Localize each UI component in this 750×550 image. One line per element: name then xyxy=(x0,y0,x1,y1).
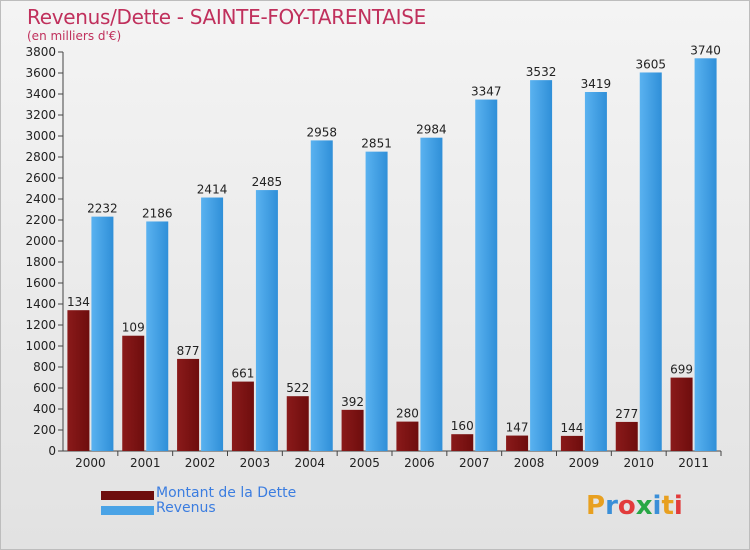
y-tick-label: 2800 xyxy=(25,150,56,164)
bar-revenue xyxy=(420,137,443,451)
bar-debt xyxy=(615,421,638,451)
bar-debt xyxy=(506,435,529,451)
y-tick-label: 1200 xyxy=(25,318,56,332)
data-label-revenue: 2232 xyxy=(87,202,118,216)
bar-debt xyxy=(396,421,419,451)
legend-label-revenue: Revenus xyxy=(156,500,216,516)
logo-letter: r xyxy=(605,491,618,521)
y-tick-label: 1400 xyxy=(25,297,56,311)
x-tick-label: 2007 xyxy=(459,456,490,470)
data-label-revenue: 3347 xyxy=(471,85,502,99)
data-label-revenue: 2984 xyxy=(416,123,447,137)
bar-revenue xyxy=(365,151,388,451)
data-label-debt: 392 xyxy=(341,395,364,409)
bar-revenue xyxy=(310,140,333,451)
data-label-revenue: 2186 xyxy=(142,206,173,220)
bar-debt xyxy=(122,335,145,451)
bar-debt xyxy=(177,358,200,451)
y-tick-label: 2000 xyxy=(25,234,56,248)
x-tick-label: 2011 xyxy=(678,456,709,470)
x-tick-label: 2004 xyxy=(294,456,325,470)
logo-letter: t xyxy=(661,491,674,521)
y-tick-label: 1800 xyxy=(25,255,56,269)
y-tick-label: 2600 xyxy=(25,171,56,185)
x-tick-label: 2006 xyxy=(404,456,435,470)
chart-subtitle: (en milliers d'€) xyxy=(27,29,122,43)
x-tick-label: 2003 xyxy=(240,456,271,470)
x-tick-label: 2008 xyxy=(514,456,545,470)
x-tick-label: 2002 xyxy=(185,456,216,470)
y-tick-label: 0 xyxy=(48,444,56,458)
y-tick-label: 600 xyxy=(33,381,56,395)
y-tick-label: 2200 xyxy=(25,213,56,227)
data-label-debt: 160 xyxy=(451,419,474,433)
data-label-debt: 522 xyxy=(286,381,309,395)
bar-revenue xyxy=(146,221,169,451)
logo-letter: P xyxy=(586,491,606,521)
proxiti-logo: Proxiti xyxy=(586,491,683,521)
x-tick-label: 2000 xyxy=(75,456,106,470)
logo-letter: o xyxy=(617,491,636,521)
y-tick-label: 3200 xyxy=(25,108,56,122)
y-tick-label: 1600 xyxy=(25,276,56,290)
y-tick-label: 3400 xyxy=(25,87,56,101)
logo-letter: x xyxy=(635,491,653,521)
x-tick-label: 2001 xyxy=(130,456,161,470)
bar-revenue xyxy=(530,80,553,451)
y-tick-label: 800 xyxy=(33,360,56,374)
data-label-revenue: 3740 xyxy=(690,43,721,57)
data-label-revenue: 2485 xyxy=(252,175,283,189)
chart-title: Revenus/Dette - SAINTE-FOY-TARENTAISE xyxy=(27,5,426,29)
data-label-revenue: 3419 xyxy=(581,77,612,91)
bar-debt xyxy=(451,434,474,451)
data-label-debt: 661 xyxy=(231,367,254,381)
x-tick-label: 2005 xyxy=(349,456,380,470)
bar-debt xyxy=(670,377,693,451)
data-label-revenue: 2958 xyxy=(306,125,337,139)
data-label-debt: 134 xyxy=(67,295,90,309)
y-tick-label: 3800 xyxy=(25,45,56,59)
data-label-debt: 877 xyxy=(177,344,200,358)
bar-revenue xyxy=(639,72,662,451)
bar-revenue xyxy=(91,216,114,451)
bar-revenue xyxy=(584,92,607,451)
y-tick-label: 400 xyxy=(33,402,56,416)
data-label-debt: 109 xyxy=(122,321,145,335)
bar-revenue xyxy=(255,190,278,451)
logo-letter: i xyxy=(652,491,662,521)
bar-debt xyxy=(67,310,90,451)
y-tick-label: 200 xyxy=(33,423,56,437)
bar-debt xyxy=(560,435,583,451)
bar-revenue xyxy=(694,58,717,452)
data-label-revenue: 2414 xyxy=(197,183,228,197)
y-tick-label: 1000 xyxy=(25,339,56,353)
legend-swatch-debt xyxy=(101,491,154,500)
data-label-debt: 280 xyxy=(396,407,419,421)
bar-debt xyxy=(231,381,254,451)
bar-debt xyxy=(341,409,364,451)
data-label-revenue: 3605 xyxy=(635,57,666,71)
x-tick-label: 2009 xyxy=(569,456,600,470)
y-tick-label: 3000 xyxy=(25,129,56,143)
legend-swatch-revenue xyxy=(101,506,154,515)
data-label-debt: 277 xyxy=(615,407,638,421)
data-label-revenue: 3532 xyxy=(526,65,557,79)
data-label-debt: 699 xyxy=(670,363,693,377)
data-label-debt: 144 xyxy=(560,421,583,435)
y-tick-label: 2400 xyxy=(25,192,56,206)
x-tick-label: 2010 xyxy=(623,456,654,470)
bar-revenue xyxy=(475,99,498,451)
bar-revenue xyxy=(201,197,224,451)
bar-debt xyxy=(286,396,309,451)
logo-letter: i xyxy=(673,491,683,521)
data-label-revenue: 2851 xyxy=(361,137,392,151)
data-label-debt: 147 xyxy=(506,421,529,435)
legend-label-debt: Montant de la Dette xyxy=(156,485,297,501)
y-tick-label: 3600 xyxy=(25,66,56,80)
